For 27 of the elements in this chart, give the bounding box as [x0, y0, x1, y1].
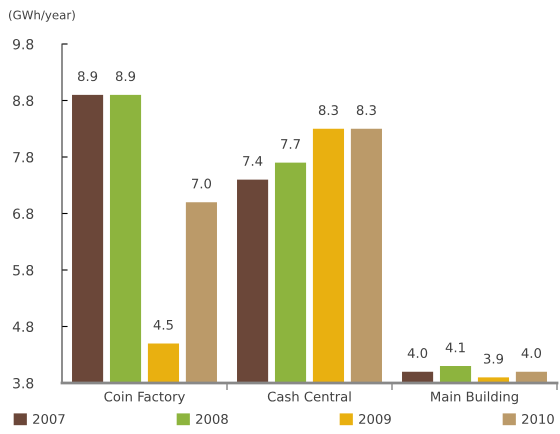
data-label: 4.0 [408, 348, 428, 358]
data-label: 4.5 [154, 320, 173, 330]
data-label: 8.9 [78, 71, 98, 82]
data-label: 4.0 [522, 348, 542, 358]
y-axis-title: (GWh/year) [9, 10, 75, 22]
y-tick-label: 3.8 [13, 378, 34, 388]
y-tick-label: 7.8 [13, 152, 34, 162]
y-tick-label: 4.8 [12, 321, 34, 332]
data-label: 8.9 [116, 71, 136, 82]
y-tick-label: 6.8 [13, 208, 34, 219]
x-tick-label: Main Building [431, 391, 518, 404]
x-tick-label: Cash Central [268, 391, 351, 402]
data-label: 7.7 [281, 139, 300, 149]
y-tick-label: 9.8 [13, 38, 34, 50]
y-tick-label: 8.8 [13, 95, 34, 106]
data-label: 8.3 [318, 105, 338, 116]
data-label: 4.1 [446, 342, 465, 352]
data-label: 7.0 [192, 178, 212, 189]
legend-label: 2007 [33, 414, 65, 424]
x-tick-label: Coin Factory [104, 391, 185, 404]
legend-label: 2010 [522, 414, 554, 424]
data-label: 3.9 [484, 354, 504, 364]
legend-label: 2008 [196, 414, 228, 424]
data-label: 7.4 [243, 156, 262, 166]
legend-label: 2009 [359, 414, 391, 424]
data-label: 8.3 [356, 105, 376, 116]
y-tick-label: 5.8 [13, 264, 34, 276]
